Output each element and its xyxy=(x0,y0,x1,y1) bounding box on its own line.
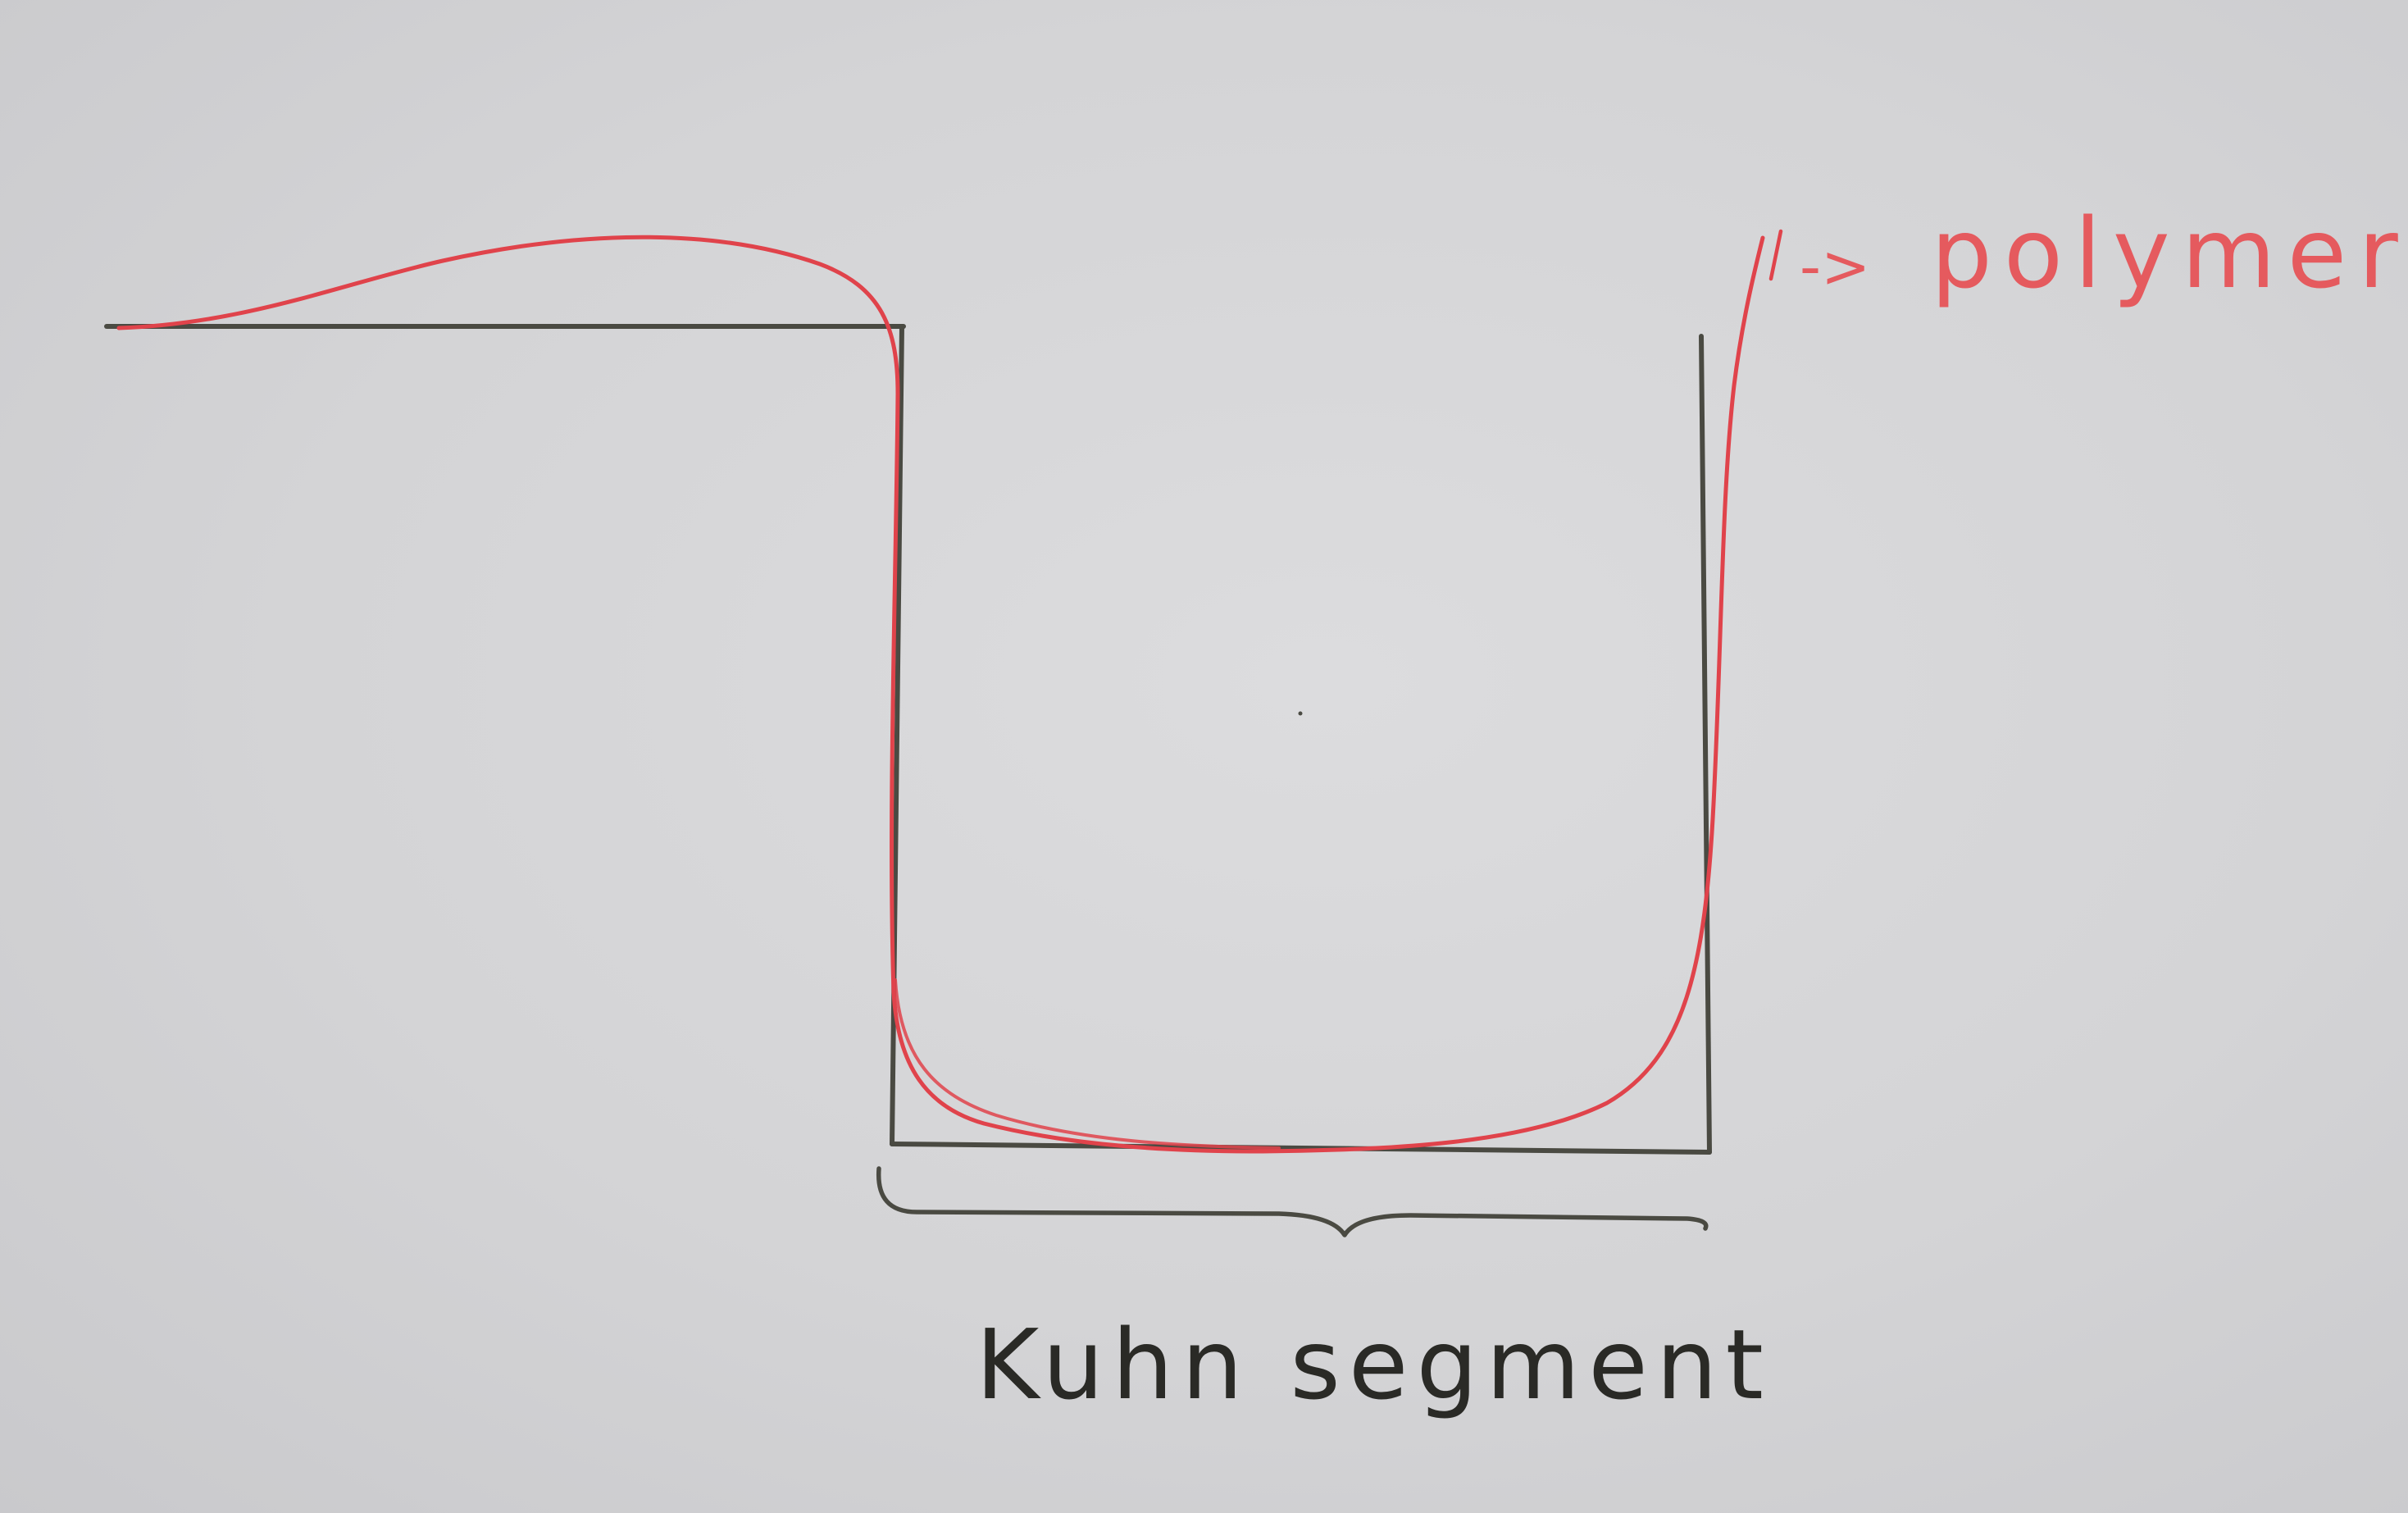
polymer-curve-retrace xyxy=(894,978,1281,1150)
stray-dot xyxy=(1298,711,1303,716)
polymer-end-tick xyxy=(1768,229,1783,281)
kuhn-step-lines xyxy=(104,324,1712,1155)
kuhn-segment-label: Kuhn segment xyxy=(976,1308,1772,1421)
right-vertical-line xyxy=(1699,334,1712,1155)
bottom-horizontal-line xyxy=(890,1142,1712,1155)
polymer-annotation: -> polymer xyxy=(1800,197,2408,310)
kuhn-segment-brace xyxy=(876,1166,1709,1237)
polymer-chain xyxy=(116,229,1783,1154)
polymer-arrow-text: -> xyxy=(1800,232,1870,301)
polymer-label: polymer xyxy=(1931,197,2408,310)
polymer-curve xyxy=(116,235,1765,1154)
